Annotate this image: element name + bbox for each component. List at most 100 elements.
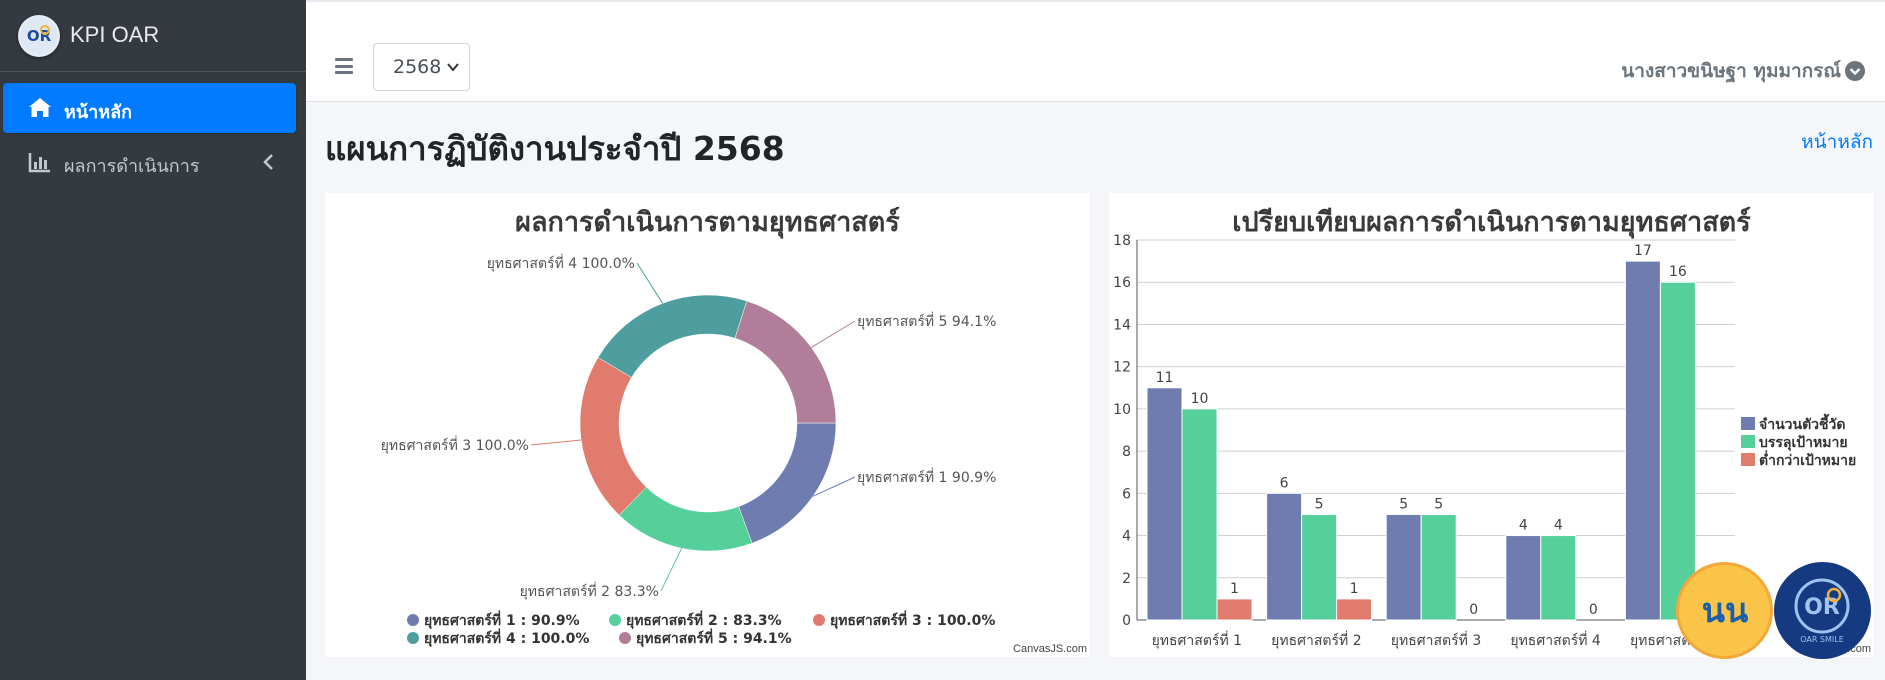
bar-data-label: 0	[1469, 602, 1478, 618]
pie-leader-line	[530, 439, 582, 446]
pie-data-label: ยุทธศาสตร์ที่ 5 94.1%	[857, 312, 996, 330]
bar-data-label: 10	[1191, 391, 1209, 407]
page-title: แผนการฏิบัติงานประจำปี 2568	[325, 129, 785, 168]
y-tick-label: 8	[1122, 444, 1131, 460]
bar	[1624, 260, 1661, 621]
pie-data-label: ยุทธศาสตร์ที่ 3 100.0%	[381, 436, 529, 454]
menu-toggle-icon[interactable]	[335, 58, 353, 74]
pie-leader-line	[811, 320, 856, 348]
pie-leader-line	[636, 262, 664, 304]
badge-logo: นน	[1676, 562, 1773, 659]
sidebar-item-label: หน้าหลัก	[64, 102, 133, 123]
top-navbar: 2568 นางสาวขนิษฐา ทุมมากรณ์	[306, 0, 1885, 102]
pie-leader-line	[812, 476, 856, 497]
brand-name: KPI OAR	[70, 22, 160, 47]
legend-label: ยุทธศาสตร์ที่ 1 : 90.9%	[424, 610, 580, 629]
legend-marker	[1741, 453, 1755, 466]
bar-data-label: 5	[1399, 496, 1408, 512]
bar	[1540, 535, 1577, 621]
user-name: นางสาวขนิษฐา ทุมมากรณ์	[1621, 60, 1841, 82]
svg-text:นน: นน	[1702, 591, 1748, 631]
sidebar: OR KPI OAR หน้าหลัก ผลการดำเนินการ	[0, 0, 306, 680]
pie-slice	[579, 357, 647, 516]
home-icon	[29, 98, 51, 117]
bar-data-label: 5	[1315, 496, 1324, 512]
sidebar-item-label: ผลการดำเนินการ	[64, 156, 200, 177]
bar	[1336, 598, 1373, 621]
legend-label: บรรลุเป้าหมาย	[1759, 435, 1848, 451]
legend-label: ต่ำกว่าเป้าหมาย	[1759, 450, 1856, 469]
bar-data-label: 4	[1554, 518, 1563, 534]
bar-data-label: 4	[1519, 518, 1528, 534]
legend-marker	[619, 632, 631, 644]
chart-title: ผลการดำเนินการตามยุทธศาสตร์	[515, 207, 900, 238]
bar-data-label: 16	[1669, 264, 1687, 280]
legend-marker	[407, 632, 419, 644]
svg-text:OAR SMILE: OAR SMILE	[1800, 635, 1844, 644]
pie-data-label: ยุทธศาสตร์ที่ 2 83.3%	[520, 582, 659, 600]
user-menu[interactable]: นางสาวขนิษฐา ทุมมากรณ์	[1621, 56, 1865, 86]
bar	[1420, 513, 1457, 621]
sidebar-item-results[interactable]: ผลการดำเนินการ	[3, 137, 296, 187]
y-tick-label: 0	[1122, 613, 1131, 629]
chart-credit: CanvasJS.com	[1013, 643, 1087, 655]
year-select-value: 2568	[393, 56, 442, 78]
chevron-left-icon	[263, 154, 273, 170]
pie-slice	[597, 294, 748, 378]
legend-marker	[813, 614, 825, 626]
pie-data-label: ยุทธศาสตร์ที่ 1 90.9%	[857, 468, 996, 486]
svg-text:OR: OR	[27, 27, 52, 45]
bar	[1146, 387, 1183, 621]
y-tick-label: 16	[1113, 275, 1131, 291]
legend-marker	[1741, 435, 1755, 448]
bar-chart-icon	[28, 153, 50, 173]
y-tick-label: 14	[1113, 317, 1131, 333]
legend-marker	[609, 614, 621, 626]
chart-title: เปรียบเทียบผลการดำเนินการตามยุทธศาสตร์	[1232, 207, 1751, 238]
bar-data-label: 0	[1589, 602, 1598, 618]
pie-slice	[618, 486, 753, 552]
bar	[1659, 281, 1696, 621]
legend-label: ยุทธศาสตร์ที่ 4 : 100.0%	[424, 628, 589, 647]
brand-link[interactable]: OR KPI OAR	[0, 0, 306, 72]
bar	[1385, 513, 1422, 621]
y-tick-label: 18	[1113, 233, 1131, 249]
bar	[1266, 492, 1303, 621]
bar-data-label: 1	[1230, 581, 1239, 597]
pie-slice	[734, 300, 837, 424]
legend-marker	[407, 614, 419, 626]
legend-label: จำนวนตัวชี้วัด	[1759, 413, 1845, 433]
x-tick-label: ยุทธศาสตร์ที่ 4	[1510, 631, 1601, 649]
bar-data-label: 17	[1634, 243, 1652, 259]
bar	[1505, 535, 1542, 621]
legend-marker	[1741, 417, 1755, 430]
doughnut-chart: ยุทธศาสตร์ที่ 1 90.9% ยุทธศาสตร์ที่ 2 83.…	[381, 254, 997, 647]
bar	[1181, 408, 1218, 621]
y-tick-label: 6	[1122, 486, 1131, 502]
sidebar-item-home[interactable]: หน้าหลัก	[3, 83, 296, 133]
y-tick-label: 10	[1113, 402, 1131, 418]
breadcrumb-home-link[interactable]: หน้าหลัก	[1801, 131, 1873, 153]
bar-chart: 0 2 4 6 8 10 12 14 16 18 11 10 1 ยุทธศาสตร์ที่ 1 6 5 1 ยุ…	[1113, 233, 1856, 649]
year-select[interactable]: 2568	[373, 43, 470, 91]
brand-logo: OR	[18, 15, 60, 57]
bar-data-label: 11	[1156, 370, 1174, 386]
chevron-down-icon	[447, 63, 459, 72]
y-tick-label: 12	[1113, 360, 1131, 376]
oar-smile-logo: OR OAR SMILE	[1774, 562, 1871, 659]
bar	[1216, 598, 1253, 621]
bar	[1301, 513, 1338, 621]
legend-label: ยุทธศาสตร์ที่ 5 : 94.1%	[636, 628, 792, 647]
x-tick-label: ยุทธศาสตร์ที่ 2	[1271, 631, 1361, 649]
y-tick-label: 4	[1122, 529, 1131, 545]
legend-label: ยุทธศาสตร์ที่ 3 : 100.0%	[830, 610, 995, 629]
bar-data-label: 1	[1350, 581, 1359, 597]
pie-data-label: ยุทธศาสตร์ที่ 4 100.0%	[487, 254, 635, 272]
x-tick-label: ยุทธศาสตร์ที่ 3	[1391, 631, 1481, 649]
y-tick-label: 2	[1122, 571, 1131, 587]
bar-data-label: 6	[1280, 475, 1289, 491]
svg-text:OR: OR	[1804, 595, 1840, 620]
pie-leader-line	[660, 548, 683, 592]
x-tick-label: ยุทธศาสตร์ที่ 1	[1152, 631, 1242, 649]
pie-slice	[738, 422, 837, 544]
